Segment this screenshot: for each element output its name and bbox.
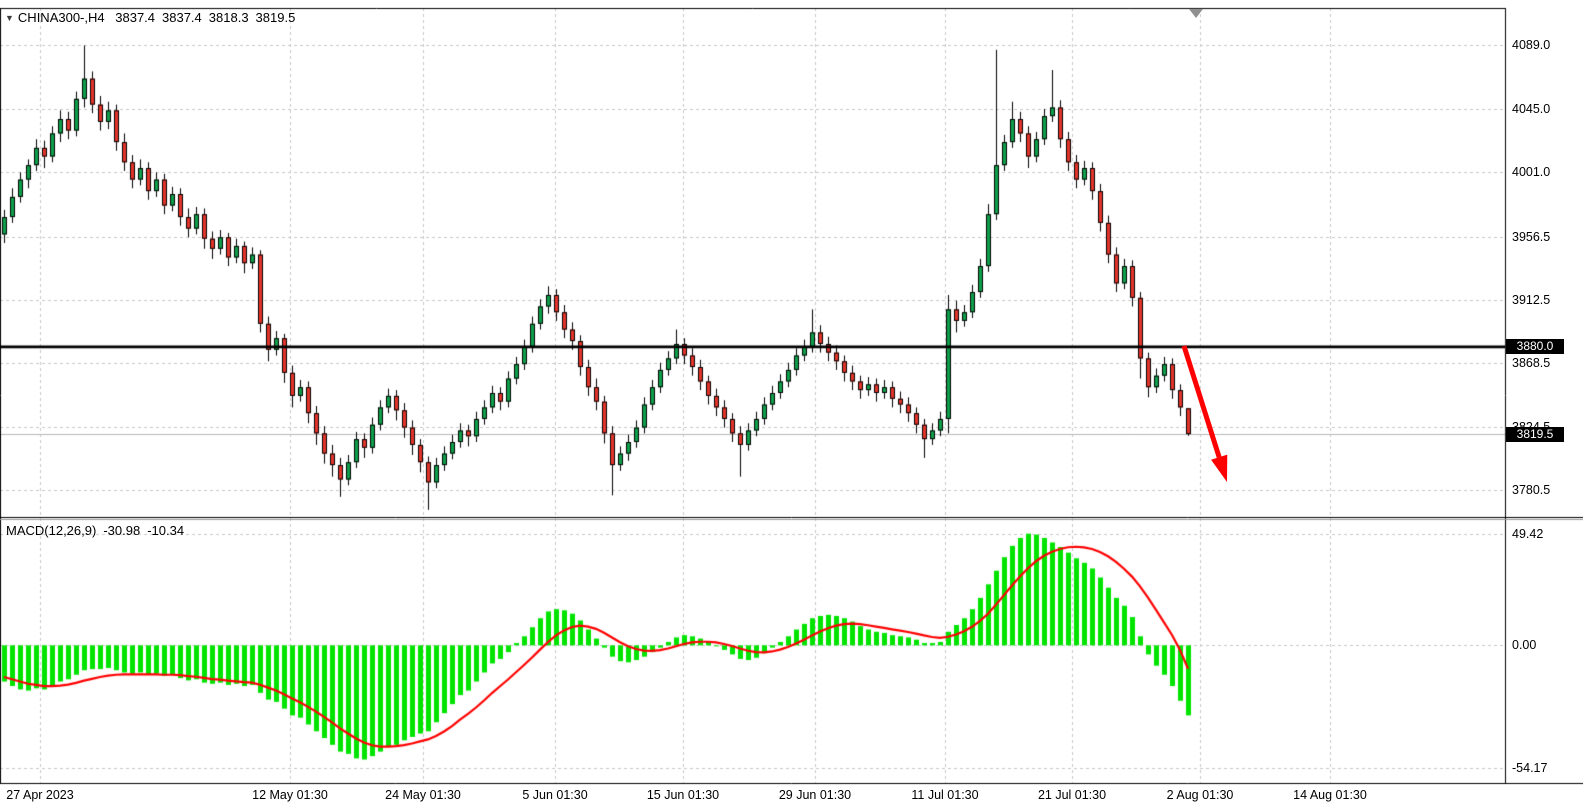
price-axis-label: 4045.0 [1512, 101, 1551, 116]
time-axis-label: 14 Aug 01:30 [1293, 788, 1367, 802]
symbol-marker-icon: ▼ [5, 13, 14, 23]
macd-axis-label: -54.17 [1512, 760, 1548, 775]
macd-indicator-label: MACD(12,26,9) -30.98 -10.34 [6, 523, 191, 538]
price-tag-hline: 3880.0 [1506, 339, 1564, 355]
price-axis-label: 3868.5 [1512, 356, 1551, 371]
price-axis[interactable]: 4089.04045.04001.03956.53912.53868.53824… [1509, 0, 1583, 783]
time-axis-label: 15 Jun 01:30 [646, 788, 720, 802]
price-axis-label: 3780.5 [1512, 483, 1551, 498]
chart-header-ohlc: ▼ CHINA300-,H4 3837.4 3837.4 3818.3 3819.5 [5, 10, 302, 25]
symbol-period: CHINA300-,H4 [17, 10, 105, 25]
price-tag-bid: 3819.5 [1506, 426, 1564, 442]
time-axis-label: 29 Jun 01:30 [778, 788, 852, 802]
macd-indicator-name: MACD(12,26,9) [6, 523, 97, 538]
ohlc-close: 3819.5 [255, 10, 296, 25]
price-axis-label: 4089.0 [1512, 38, 1551, 53]
time-axis-label: 21 Jul 01:30 [1037, 788, 1107, 802]
time-axis-label: 11 Jul 01:30 [911, 788, 979, 802]
price-axis-label: 4001.0 [1512, 165, 1551, 180]
chart-shift-marker[interactable] [1189, 9, 1203, 18]
down-arrow-annotation[interactable] [1181, 345, 1222, 458]
macd-value-signal: -10.34 [147, 523, 185, 538]
time-axis-label: 27 Apr 2023 [6, 788, 74, 802]
ohlc-high: 3837.4 [162, 10, 202, 25]
macd-value-main: -30.98 [103, 523, 141, 538]
price-axis-label: 3912.5 [1512, 292, 1551, 307]
price-axis-label: 3956.5 [1512, 229, 1551, 244]
ohlc-open: 3837.4 [115, 10, 156, 25]
macd-axis-label: 49.42 [1512, 526, 1544, 541]
ohlc-low: 3818.3 [208, 10, 249, 25]
macd-axis-label: 0.00 [1512, 638, 1537, 653]
time-axis-label: 12 May 01:30 [252, 788, 328, 802]
time-axis[interactable]: 27 Apr 2023 12 May 01:30 24 May 01:30 5 Jun… [0, 784, 1583, 811]
down-arrow-annotation-head[interactable] [1211, 454, 1228, 482]
time-axis-label: 2 Aug 01:30 [1166, 788, 1234, 802]
time-axis-label: 5 Jun 01:30 [522, 788, 588, 802]
time-axis-label: 24 May 01:30 [385, 788, 461, 802]
